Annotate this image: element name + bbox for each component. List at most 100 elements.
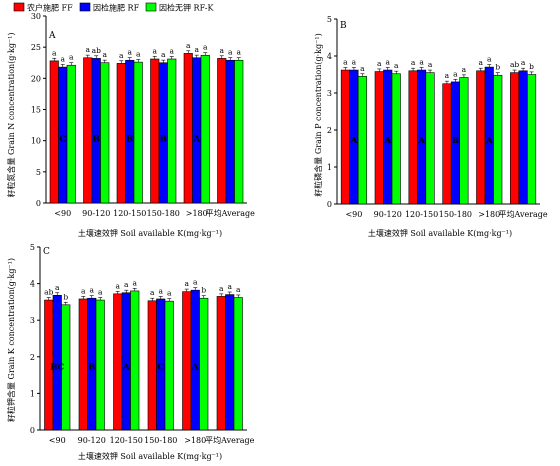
group-letter-4: A — [485, 136, 493, 146]
sig-letter-1-2: a — [98, 288, 103, 297]
sig-letter-3-0: a — [445, 71, 450, 80]
group-letter-3: C — [157, 363, 164, 373]
bar-5-0 — [216, 296, 226, 431]
bar-2-2 — [133, 61, 143, 204]
y-tick-label-1: 5 — [36, 168, 41, 177]
bar-2-0 — [116, 63, 126, 204]
sig-letter-5-1: a — [228, 282, 233, 291]
y-axis-title: 籽粒钾含量 Grain K concentration(g·kg⁻¹) — [6, 258, 16, 422]
sig-letter-0-1: a — [55, 283, 60, 292]
bar-1-0 — [83, 57, 93, 204]
sig-letter-2-0: a — [116, 281, 121, 290]
bar-3-1 — [158, 62, 168, 204]
bar-5-0 — [217, 58, 227, 204]
bar-5-1 — [225, 59, 235, 204]
bar-5-1 — [518, 70, 528, 205]
bar-2-2 — [130, 290, 140, 431]
bar-5-2 — [527, 74, 537, 205]
sig-letter-4-0: a — [185, 279, 190, 288]
y-tick-label-2: 2 — [30, 353, 35, 362]
sig-letter-3-2: a — [170, 46, 175, 55]
x-axis-title: 土壤速效钾 Soil available K(mg·kg⁻¹) — [78, 228, 222, 238]
bar-4-1 — [192, 57, 202, 204]
sig-letter-4-2: a — [203, 43, 208, 52]
group-letter-2: A — [417, 136, 425, 146]
x-tick-label-3: 150-180 — [147, 209, 180, 218]
y-tick-label-1: 1 — [30, 389, 35, 398]
bar-5-1 — [225, 294, 235, 431]
bar-4-0 — [183, 53, 193, 204]
legend-label-2: 因检无钾 RF-K — [159, 3, 214, 13]
bar-1-0 — [374, 71, 384, 205]
bar-3-0 — [442, 83, 452, 205]
group-letter-0: A — [350, 136, 358, 146]
sig-letter-5-0: ab — [510, 60, 519, 69]
sig-letter-5-2: b — [529, 62, 534, 71]
y-axis-title: 籽粒磷含量 Grain P concentration(g·kg⁻¹) — [313, 33, 323, 196]
group-letter-2: A — [122, 363, 130, 373]
sig-letter-1-1: ab — [92, 46, 101, 55]
sig-letter-5-0: a — [219, 284, 224, 293]
y-tick-label-2: 10 — [31, 137, 41, 146]
panel-label: A — [48, 31, 56, 41]
sig-letter-2-0: a — [411, 58, 416, 67]
bar-2-0 — [408, 70, 418, 205]
panel-label: B — [340, 21, 347, 31]
y-tick-label-5: 5 — [327, 15, 332, 24]
bar-4-1 — [190, 289, 200, 431]
sig-letter-1-2: a — [394, 61, 399, 70]
sig-letter-5-0: a — [220, 46, 225, 55]
bar-4-2 — [200, 54, 210, 204]
x-tick-label-0: <90 — [54, 209, 71, 218]
sig-letter-4-2: b — [201, 286, 206, 295]
sig-letter-4-1: a — [193, 278, 198, 287]
bar-5-0 — [510, 72, 520, 205]
x-tick-label-4: >180 — [184, 436, 206, 445]
legend-label-1: 因检施肥 RF — [93, 3, 140, 13]
bar-0-0 — [340, 69, 350, 205]
sig-letter-2-2: a — [136, 50, 141, 59]
group-letter-0: C — [59, 134, 66, 144]
group-letter-0: BC — [50, 363, 64, 373]
legend: 农户施肥 FF 因检施肥 RF 因检无钾 RF-K — [13, 2, 214, 13]
sig-letter-3-1: a — [159, 286, 164, 295]
sig-letter-4-0: a — [186, 41, 191, 50]
x-tick-label-4: >180 — [186, 209, 208, 218]
x-tick-label-2: 120-150 — [110, 436, 143, 445]
y-tick-label-0: 0 — [36, 199, 41, 208]
bar-1-1 — [91, 58, 101, 204]
y-tick-label-4: 20 — [31, 74, 41, 83]
sig-letter-1-2: a — [103, 50, 108, 59]
sig-letter-2-2: a — [133, 278, 138, 287]
x-tick-label-1: 90-120 — [374, 210, 402, 219]
bar-3-2 — [164, 300, 174, 431]
y-tick-label-4: 4 — [327, 52, 332, 61]
sig-letter-1-0: a — [81, 286, 86, 295]
y-tick-label-3: 15 — [31, 106, 41, 115]
group-letter-1: B — [88, 363, 95, 373]
x-tick-label-2: 120-150 — [405, 210, 438, 219]
bar-1-2 — [100, 62, 110, 204]
x-tick-label-5: 平均Average — [499, 209, 548, 219]
sig-letter-1-0: a — [86, 45, 91, 54]
sig-letter-0-2: b — [63, 292, 68, 301]
bar-4-0 — [182, 291, 192, 431]
sig-letter-0-0: a — [52, 48, 57, 57]
y-tick-label-2: 2 — [327, 126, 332, 135]
bar-4-2 — [199, 297, 209, 431]
y-tick-label-4: 4 — [30, 280, 35, 289]
x-tick-label-2: 120-150 — [113, 209, 146, 218]
sig-letter-3-2: a — [167, 289, 172, 298]
group-letter-1: A — [383, 136, 391, 146]
sig-letter-1-1: a — [386, 57, 391, 66]
group-letter-3: B — [452, 136, 459, 146]
bar-4-2 — [493, 74, 503, 205]
bar-5-2 — [233, 297, 243, 431]
sig-letter-3-1: a — [453, 69, 458, 78]
y-tick-label-5: 25 — [31, 43, 41, 52]
legend-swatch-0 — [13, 2, 25, 12]
